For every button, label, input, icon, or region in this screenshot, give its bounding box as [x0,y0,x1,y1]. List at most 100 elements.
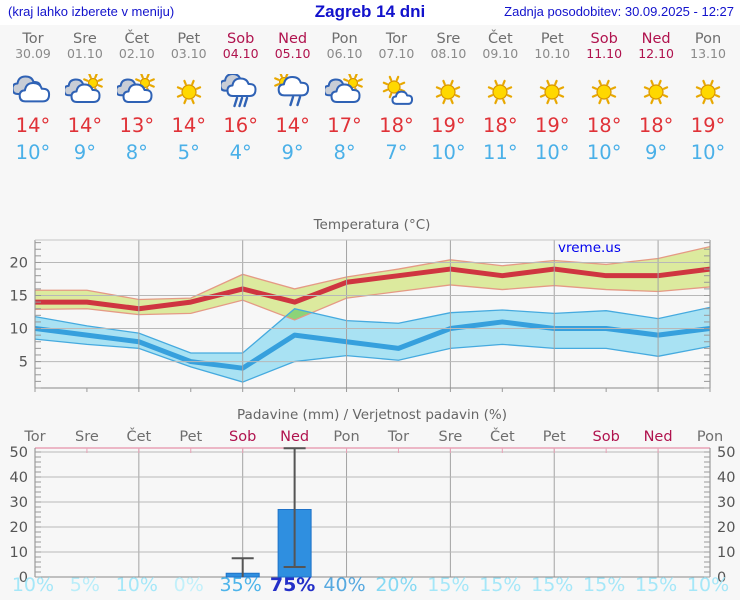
day-date: 13.10 [690,46,726,61]
low-temp: 10° [690,141,726,164]
day-column-13.10[interactable]: Pon 13.10 19° 10° [682,31,734,166]
svg-text:5: 5 [19,355,28,371]
day-name: Sob [590,31,618,47]
day-date: 07.10 [378,46,415,61]
svg-text:20: 20 [717,520,735,536]
precip-day-label: Sre [438,429,462,445]
sunny-icon [682,74,734,110]
svg-text:0: 0 [19,570,28,586]
location-menu-hint: (kraj lahko izberete v meniju) [8,4,175,19]
sun-cloud-icon [370,74,422,110]
precip-probability: 10% [686,574,730,596]
svg-text:10: 10 [10,545,28,561]
low-temp: 7° [385,141,408,164]
day-date: 09.10 [482,46,519,61]
day-column-05.10[interactable]: Ned 05.10 14° 9° [267,31,319,166]
day-column-30.09[interactable]: Tor 30.09 14° 10° [7,31,59,166]
precip-probability-row: 10% 5% 10% 0% 35% 75% 40% 20% 15% 15% 15% 15% 15% 10% [7,574,734,596]
low-temp: 10° [15,141,51,164]
sunny-icon [578,74,630,110]
high-temp: 19° [690,114,726,137]
forecast-days-row: Tor 30.09 14° 10° Sre 01.10 14° 9° Čet 02.10 13° 8°… [7,31,734,166]
day-date: 11.10 [586,46,623,61]
max-temp-line [35,266,710,312]
high-temp: 18° [379,114,414,137]
svg-text:15: 15 [10,289,28,305]
day-name: Tor [22,31,44,47]
precipitation-chart-title: Padavine (mm) / Verjetnost padavin (%) [237,407,507,423]
svg-text:30: 30 [10,495,28,511]
svg-text:50: 50 [10,445,28,461]
high-temp: 14° [67,114,103,137]
sunny-icon [526,74,578,110]
low-temp: 10° [534,141,570,164]
svg-text:20: 20 [10,255,28,271]
rain-icon [215,74,267,110]
day-name: Pon [694,31,722,47]
low-temp: 10° [431,141,466,164]
precip-day-label: Pon [333,429,359,445]
svg-text:0: 0 [717,570,726,586]
precip-probability: 15% [583,574,626,596]
cloudy-icon [7,74,59,110]
precip-day-label: Sob [229,429,256,445]
high-temp: 19° [534,114,570,137]
sun-showers-icon [267,74,319,110]
low-temp: 11° [483,141,518,164]
high-temp: 18° [586,114,622,137]
high-temp: 19° [431,114,466,137]
day-date: 06.10 [326,46,363,61]
day-name: Sre [436,31,461,47]
precip-probability: 75% [269,574,316,596]
precip-day-label: Ned [644,429,673,445]
precip-day-label: Pon [697,429,723,445]
day-column-03.10[interactable]: Pet 03.10 14° 5° [163,31,215,166]
day-name: Sre [72,31,97,47]
day-column-11.10[interactable]: Sob 11.10 18° 10° [578,31,630,166]
day-date: 05.10 [274,46,311,61]
day-name: Čet [124,31,150,47]
day-column-09.10[interactable]: Čet 09.10 18° 11° [474,31,526,166]
day-name: Pet [540,31,564,47]
day-date: 01.10 [66,46,103,61]
day-column-02.10[interactable]: Čet 02.10 13° 8° [111,31,163,166]
sunny-icon [163,74,215,110]
day-column-08.10[interactable]: Sre 08.10 19° 10° [422,31,474,166]
precip-probability: 15% [531,574,574,596]
precip-probability: 0% [173,574,204,596]
day-date: 02.10 [118,46,155,61]
sunny-icon [422,74,474,110]
day-column-07.10[interactable]: Tor 07.10 18° 7° [370,31,422,166]
precip-probability: 15% [427,574,470,596]
high-temp: 18° [638,114,674,137]
header: (kraj lahko izberete v meniju) Zagreb 14… [0,0,740,25]
svg-text:10: 10 [10,322,28,338]
vreme-us-watermark[interactable]: vreme.us [558,240,621,256]
day-column-04.10[interactable]: Sob 04.10 16° 4° [215,31,267,166]
sunny-icon [474,74,526,110]
precip-day-label: Sre [75,429,99,445]
high-temp: 14° [275,114,310,137]
day-column-10.10[interactable]: Pet 10.10 19° 10° [526,31,578,166]
precip-probability: 15% [634,574,678,596]
temperature-chart: Temperatura (°C) vreme.us 5 10 15 20 [10,217,711,392]
precip-day-label: Pet [543,429,566,445]
day-date: 03.10 [170,46,207,61]
day-column-01.10[interactable]: Sre 01.10 14° 9° [59,31,111,166]
day-column-12.10[interactable]: Ned 12.10 18° 9° [630,31,682,166]
precip-probability: 10% [115,574,158,596]
svg-text:10: 10 [717,545,735,561]
high-temp: 13° [119,114,155,137]
svg-text:20: 20 [10,520,28,536]
high-temp: 17° [327,114,362,137]
partly-cloudy-icon [111,74,163,110]
partly-cloudy-icon [59,74,111,110]
high-temp: 14° [171,114,207,137]
day-column-06.10[interactable]: Pon 06.10 17° 8° [319,31,371,166]
day-name: Pon [331,31,358,47]
temperature-chart-title: Temperatura (°C) [313,217,431,233]
precip-day-label: Čet [490,427,515,445]
last-updated: Zadnja posodobitev: 30.09.2025 - 12:27 [504,4,734,19]
low-temp: 9° [645,141,668,164]
svg-text:40: 40 [10,470,28,486]
